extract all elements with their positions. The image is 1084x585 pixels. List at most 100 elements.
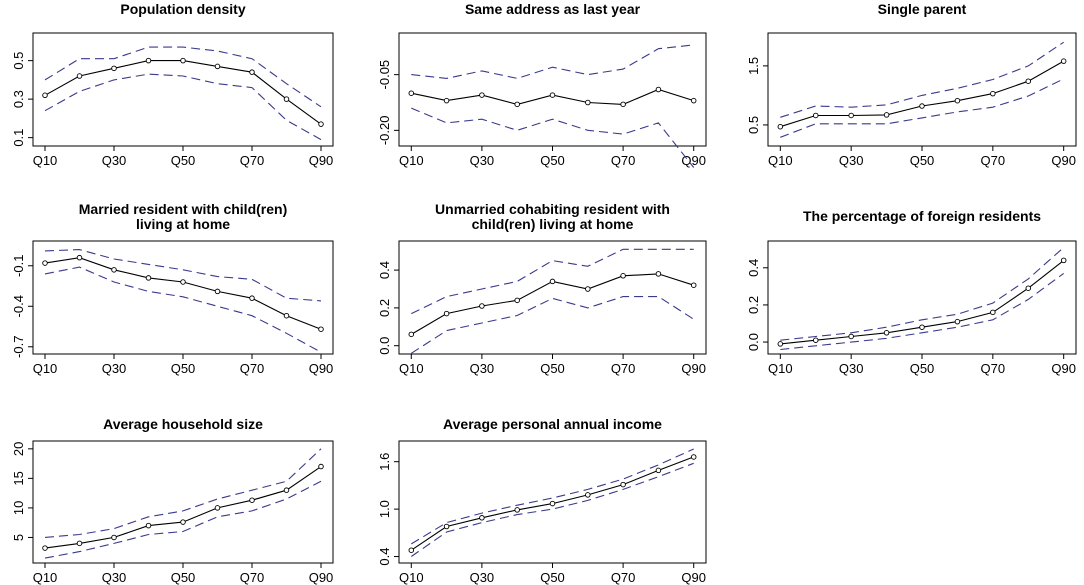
estimate-point — [919, 324, 925, 330]
estimate-point — [777, 341, 784, 347]
lower-confidence-line — [411, 296, 694, 354]
estimate-point — [954, 318, 961, 325]
estimate-point — [848, 333, 854, 340]
panel-1: Population density Q10 Q30 Q50 Q70 Q90 0.1 0.3 0… — [11, 1, 334, 168]
panel-title: Married resident with child(ren) — [79, 201, 287, 217]
estimate-point — [42, 545, 48, 551]
estimate-point — [443, 97, 450, 104]
x-tick-label: Q70 — [981, 361, 1006, 376]
y-tick-label: -0.20 — [377, 116, 392, 146]
y-tick-label: -0.05 — [377, 60, 392, 90]
plot-frame — [398, 240, 707, 355]
upper-confidence-line — [780, 41, 1065, 118]
x-tick-label: Q50 — [171, 153, 196, 168]
y-tick-label: 0.2 — [746, 296, 761, 314]
panel-2: Same address as last year Q10 Q30 Q50 Q70 Q90… — [377, 1, 707, 168]
estimate-point — [283, 487, 290, 493]
estimate-line — [780, 60, 1064, 128]
x-tick-label: Q90 — [1051, 153, 1076, 168]
y-tick-label: 20 — [11, 442, 26, 456]
x-tick-label: Q30 — [102, 570, 127, 585]
panel-6: The percentage of foreign residents Q10 Q3… — [746, 208, 1077, 376]
upper-confidence-line — [44, 448, 322, 538]
x-tick-label: Q90 — [681, 570, 706, 585]
x-tick-label: Q70 — [240, 361, 265, 376]
y-tick-label: 10 — [11, 501, 26, 515]
estimate-line — [44, 466, 322, 549]
panel-8: Average personal annual income Q10 Q30 Q50 Q… — [377, 416, 707, 585]
plot-frame — [32, 32, 334, 147]
y-tick-label: 0.4 — [377, 261, 392, 279]
x-tick-label: Q10 — [399, 361, 424, 376]
estimate-point — [111, 65, 117, 72]
estimate-point — [549, 278, 556, 285]
estimate-point — [283, 312, 290, 319]
estimate-point — [145, 57, 152, 64]
estimate-point — [145, 522, 152, 529]
estimate-line — [44, 257, 322, 330]
panel-4: Married resident with child(ren)living a… — [11, 201, 334, 376]
estimate-point — [318, 326, 324, 332]
x-tick-label: Q30 — [470, 570, 495, 585]
upper-confidence-line — [411, 44, 694, 79]
x-tick-label: Q30 — [102, 153, 127, 168]
x-tick-label: Q10 — [768, 153, 793, 168]
x-tick-label: Q10 — [399, 153, 424, 168]
estimate-point — [655, 86, 662, 93]
y-tick-label: 0.0 — [746, 333, 761, 351]
estimate-point — [848, 112, 854, 119]
x-tick-label: Q90 — [681, 153, 706, 168]
estimate-point — [479, 92, 485, 98]
x-tick-label: Q90 — [309, 361, 334, 376]
x-tick-label: Q10 — [33, 361, 58, 376]
x-tick-label: Q70 — [240, 570, 265, 585]
estimate-point — [318, 121, 324, 127]
estimate-point — [585, 286, 591, 292]
y-tick-label: 0.5 — [746, 116, 761, 134]
estimate-point — [690, 97, 697, 104]
estimate-point — [214, 288, 221, 295]
y-tick-label: -0.1 — [11, 255, 26, 277]
lower-confidence-line — [411, 107, 695, 168]
x-tick-label: Q50 — [171, 570, 196, 585]
estimate-point — [76, 73, 83, 79]
panel-3: Single parent Q10 Q30 Q50 Q70 Q90 0.5 1.5 — [746, 1, 1077, 168]
estimate-point — [655, 467, 662, 474]
lower-confidence-line — [44, 266, 322, 353]
estimate-line — [780, 259, 1065, 345]
estimate-point — [42, 260, 48, 266]
plot-frame — [767, 32, 1077, 147]
estimate-point — [111, 534, 117, 541]
x-tick-label: Q70 — [981, 153, 1006, 168]
x-tick-label: Q30 — [839, 153, 864, 168]
estimate-point — [690, 282, 697, 288]
estimate-point — [1060, 58, 1067, 64]
x-tick-label: Q10 — [399, 570, 424, 585]
panel-title: Same address as last year — [465, 1, 641, 17]
panel-7: Average household size Q10 Q30 Q50 Q70 Q90 5 10… — [11, 416, 334, 585]
estimate-point — [408, 90, 415, 96]
panel-title: The percentage of foreign residents — [803, 208, 1041, 224]
estimate-point — [549, 92, 556, 98]
x-tick-label: Q90 — [1051, 361, 1076, 376]
x-tick-label: Q30 — [470, 361, 495, 376]
y-tick-label: 0.4 — [377, 548, 392, 566]
x-tick-label: Q50 — [910, 153, 935, 168]
y-tick-label: -0.7 — [11, 336, 26, 358]
upper-confidence-line — [780, 246, 1065, 341]
estimate-point — [812, 337, 819, 343]
x-tick-label: Q50 — [910, 361, 935, 376]
estimate-point — [620, 273, 626, 279]
estimate-point — [620, 101, 626, 108]
x-tick-label: Q50 — [540, 153, 565, 168]
estimate-point — [214, 63, 221, 70]
estimate-point — [249, 69, 255, 75]
x-tick-label: Q70 — [611, 361, 636, 376]
estimate-point — [443, 310, 450, 317]
estimate-point — [655, 271, 662, 277]
estimate-point — [777, 123, 784, 130]
panel-title: Population density — [120, 1, 245, 17]
estimate-point — [180, 57, 186, 64]
estimate-point — [408, 547, 415, 553]
estimate-point — [514, 297, 520, 304]
